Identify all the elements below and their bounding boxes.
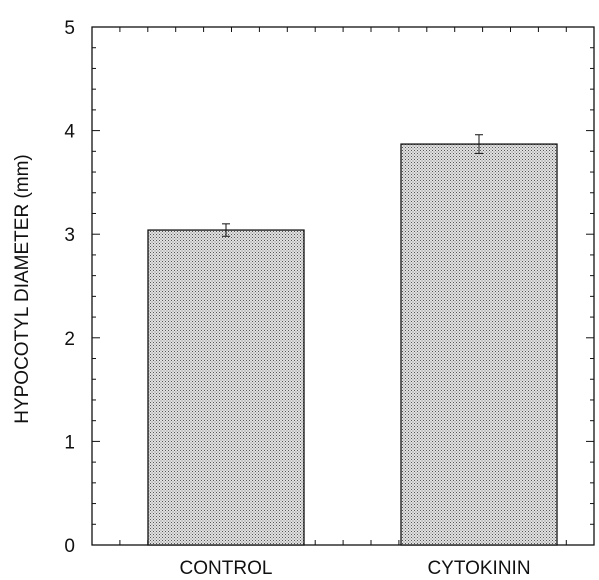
error-bars xyxy=(222,134,483,237)
y-tick-label: 2 xyxy=(64,329,75,350)
y-tick-labels: 0 1 2 3 4 5 xyxy=(64,18,75,557)
y-tick-label: 5 xyxy=(64,18,75,39)
bar xyxy=(400,143,558,546)
category-labels: CONTROL CYTOKININ xyxy=(180,558,531,579)
y-axis-label: HYPOCOTYL DIAMETER (mm) xyxy=(12,154,33,424)
y-tick-label: 4 xyxy=(64,122,75,143)
category-label: CONTROL xyxy=(180,558,273,579)
y-tick-label: 3 xyxy=(64,225,75,246)
bar xyxy=(147,229,305,546)
category-label: CYTOKININ xyxy=(427,558,530,579)
y-tick-label: 0 xyxy=(64,536,75,557)
bars xyxy=(147,143,558,546)
y-tick-label: 1 xyxy=(64,432,75,453)
